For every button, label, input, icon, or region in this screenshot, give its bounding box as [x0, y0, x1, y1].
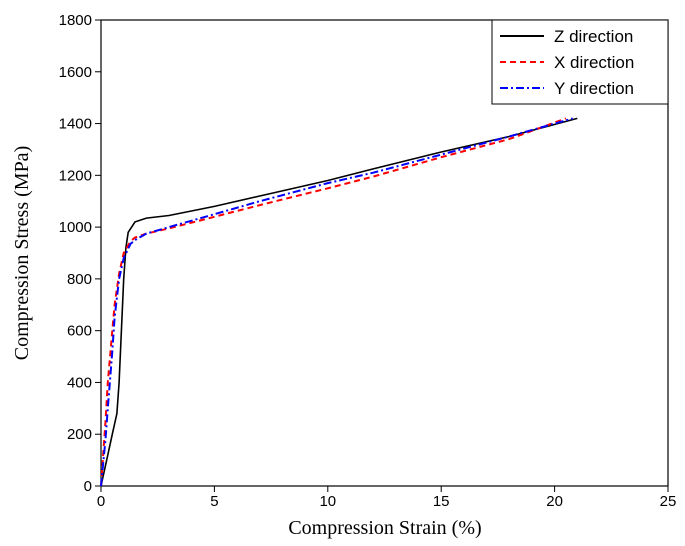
series-line [100, 117, 578, 487]
x-tick-label: 15 [433, 493, 450, 510]
legend-label: Z direction [554, 27, 633, 46]
y-tick-label: 800 [67, 271, 92, 288]
series-line [100, 117, 567, 487]
y-tick-label: 600 [67, 323, 92, 340]
x-tick-label: 20 [546, 493, 563, 510]
y-tick-label: 400 [67, 374, 92, 391]
x-tick-label: 25 [660, 493, 677, 510]
x-tick-label: 0 [97, 493, 105, 510]
plot-frame [100, 19, 669, 487]
y-tick-label: 1000 [59, 219, 92, 236]
y-tick-label: 1600 [59, 64, 92, 81]
x-tick-label: 10 [319, 493, 336, 510]
y-tick-label: 0 [84, 478, 92, 495]
y-tick-label: 1400 [59, 116, 92, 133]
legend-label: Y direction [554, 79, 634, 98]
y-tick-label: 1800 [59, 12, 92, 29]
y-tick-label: 200 [67, 426, 92, 443]
series-line [100, 117, 573, 487]
y-axis-label: Compression Stress (MPa) [11, 146, 33, 360]
x-tick-label: 5 [210, 493, 218, 510]
x-axis-label: Compression Strain (%) [288, 517, 481, 539]
y-tick-label: 1200 [59, 167, 92, 184]
legend-label: X direction [554, 53, 634, 72]
